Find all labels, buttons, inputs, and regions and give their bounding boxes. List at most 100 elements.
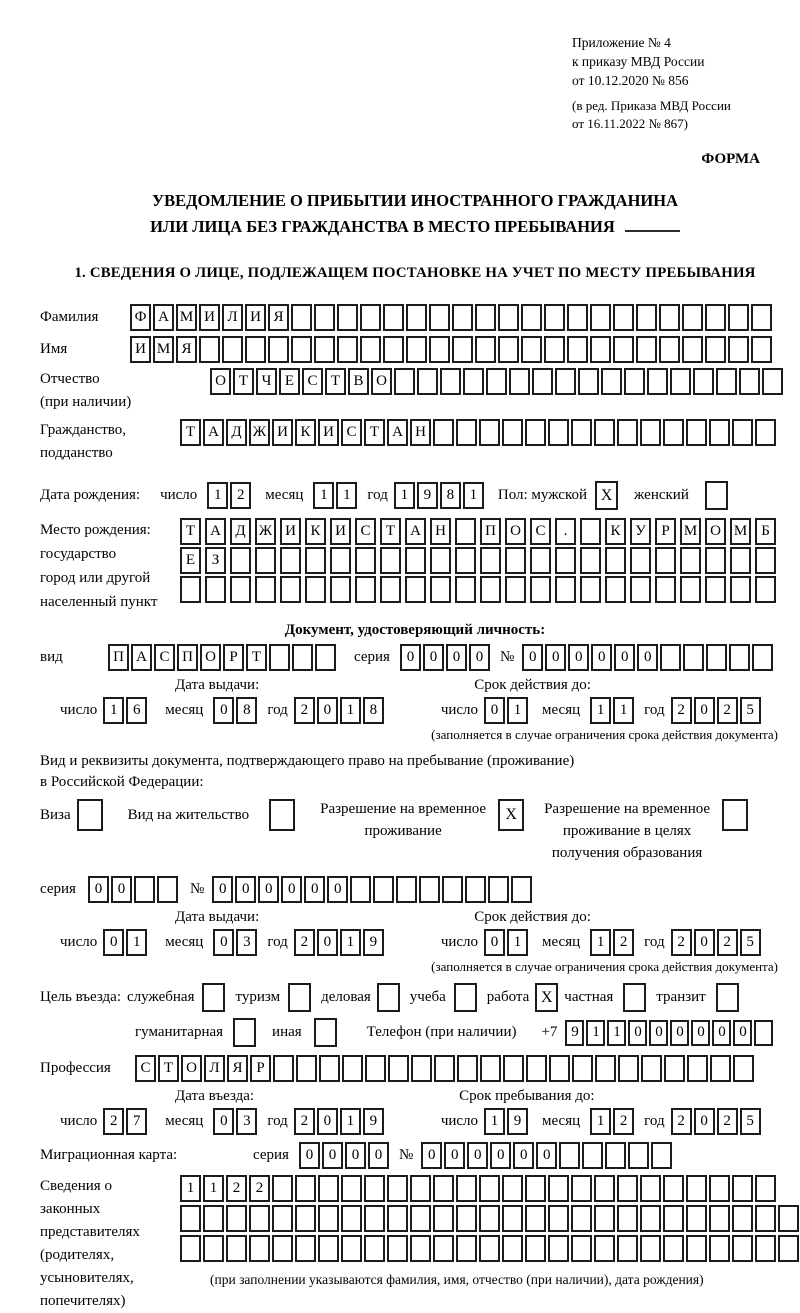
char-cell[interactable] xyxy=(405,547,426,575)
char-cell[interactable]: Н xyxy=(430,518,451,546)
char-cell[interactable] xyxy=(709,1175,730,1203)
char-cell[interactable] xyxy=(452,336,473,364)
char-cell[interactable]: С xyxy=(302,368,323,396)
char-cell[interactable]: 1 xyxy=(507,697,529,725)
char-cell[interactable]: 9 xyxy=(565,1019,585,1046)
char-cell[interactable]: А xyxy=(387,419,408,447)
char-cell[interactable]: 0 xyxy=(614,644,636,672)
char-cell[interactable]: 1 xyxy=(590,1108,612,1136)
char-cell[interactable] xyxy=(442,876,464,904)
char-cell[interactable] xyxy=(733,1055,754,1083)
char-cell[interactable] xyxy=(572,1055,593,1083)
char-cell[interactable] xyxy=(180,1235,201,1263)
char-cell[interactable]: 1 xyxy=(507,929,529,957)
char-cell[interactable] xyxy=(705,304,726,332)
char-cell[interactable] xyxy=(355,576,376,604)
char-cell[interactable] xyxy=(613,304,634,332)
char-cell[interactable]: Т xyxy=(180,419,201,447)
char-cell[interactable] xyxy=(502,419,523,447)
char-cell[interactable]: 0 xyxy=(712,1019,732,1046)
char-cell[interactable]: 0 xyxy=(399,644,421,672)
char-cell[interactable] xyxy=(479,1235,500,1263)
char-cell[interactable] xyxy=(640,419,661,447)
char-cell[interactable] xyxy=(330,576,351,604)
char-cell[interactable]: И xyxy=(130,336,151,364)
purpose-other-checkbox[interactable] xyxy=(313,1018,337,1048)
char-cell[interactable] xyxy=(502,1175,523,1203)
char-cell[interactable] xyxy=(305,576,326,604)
char-cell[interactable] xyxy=(595,1055,616,1083)
char-cell[interactable] xyxy=(479,419,500,447)
char-cell[interactable]: 1 xyxy=(590,929,612,957)
char-cell[interactable] xyxy=(440,368,461,396)
char-cell[interactable] xyxy=(365,1055,386,1083)
char-cell[interactable]: О xyxy=(181,1055,202,1083)
char-cell[interactable]: А xyxy=(405,518,426,546)
char-cell[interactable] xyxy=(318,1205,339,1233)
char-cell[interactable]: 1 xyxy=(336,482,358,510)
char-cell[interactable]: 1 xyxy=(339,929,361,957)
char-cell[interactable] xyxy=(651,1142,673,1170)
char-cell[interactable]: 2 xyxy=(670,697,692,725)
char-cell[interactable]: Р xyxy=(655,518,676,546)
char-cell[interactable] xyxy=(314,336,335,364)
char-cell[interactable]: 8 xyxy=(439,482,461,510)
char-cell[interactable] xyxy=(686,1235,707,1263)
char-cell[interactable]: 7 xyxy=(126,1108,148,1136)
char-cell[interactable]: 8 xyxy=(362,697,384,725)
char-cell[interactable] xyxy=(387,1235,408,1263)
char-cell[interactable]: С xyxy=(341,419,362,447)
char-cell[interactable] xyxy=(548,419,569,447)
char-cell[interactable]: У xyxy=(630,518,651,546)
char-cell[interactable] xyxy=(337,336,358,364)
char-cell[interactable]: 5 xyxy=(739,929,761,957)
char-cell[interactable] xyxy=(655,576,676,604)
char-cell[interactable]: 8 xyxy=(236,697,258,725)
temp-residence-checkbox[interactable]: X xyxy=(498,799,525,832)
char-cell[interactable]: Ж xyxy=(255,518,276,546)
char-cell[interactable]: 2 xyxy=(226,1175,247,1203)
char-cell[interactable]: Т xyxy=(158,1055,179,1083)
char-cell[interactable] xyxy=(555,576,576,604)
char-cell[interactable] xyxy=(580,518,601,546)
purpose-transit-checkbox[interactable] xyxy=(715,983,739,1013)
char-cell[interactable] xyxy=(686,1205,707,1233)
char-cell[interactable]: . xyxy=(555,518,576,546)
char-cell[interactable]: 0 xyxy=(733,1019,753,1046)
char-cell[interactable] xyxy=(693,368,714,396)
char-cell[interactable] xyxy=(455,518,476,546)
char-cell[interactable] xyxy=(641,1055,662,1083)
char-cell[interactable] xyxy=(230,576,251,604)
char-cell[interactable]: 0 xyxy=(298,1142,320,1170)
char-cell[interactable] xyxy=(480,547,501,575)
char-cell[interactable]: 3 xyxy=(236,1108,258,1136)
char-cell[interactable]: 0 xyxy=(484,929,506,957)
char-cell[interactable] xyxy=(341,1175,362,1203)
char-cell[interactable] xyxy=(739,368,760,396)
char-cell[interactable] xyxy=(226,1205,247,1233)
char-cell[interactable]: 0 xyxy=(87,876,109,904)
char-cell[interactable] xyxy=(318,1175,339,1203)
char-cell[interactable] xyxy=(203,1235,224,1263)
char-cell[interactable] xyxy=(751,304,772,332)
char-cell[interactable]: 2 xyxy=(716,697,738,725)
char-cell[interactable] xyxy=(455,547,476,575)
char-cell[interactable]: С xyxy=(530,518,551,546)
char-cell[interactable] xyxy=(480,1055,501,1083)
char-cell[interactable] xyxy=(222,336,243,364)
char-cell[interactable] xyxy=(705,336,726,364)
char-cell[interactable] xyxy=(754,1019,774,1046)
char-cell[interactable] xyxy=(272,1175,293,1203)
char-cell[interactable] xyxy=(272,1235,293,1263)
char-cell[interactable]: 0 xyxy=(213,1108,235,1136)
char-cell[interactable] xyxy=(732,419,753,447)
char-cell[interactable] xyxy=(548,1175,569,1203)
char-cell[interactable]: 1 xyxy=(203,1175,224,1203)
char-cell[interactable] xyxy=(582,1142,604,1170)
char-cell[interactable] xyxy=(705,576,726,604)
char-cell[interactable] xyxy=(730,576,751,604)
char-cell[interactable]: Ч xyxy=(256,368,277,396)
char-cell[interactable]: 2 xyxy=(103,1108,125,1136)
char-cell[interactable]: И xyxy=(330,518,351,546)
char-cell[interactable] xyxy=(180,1205,201,1233)
